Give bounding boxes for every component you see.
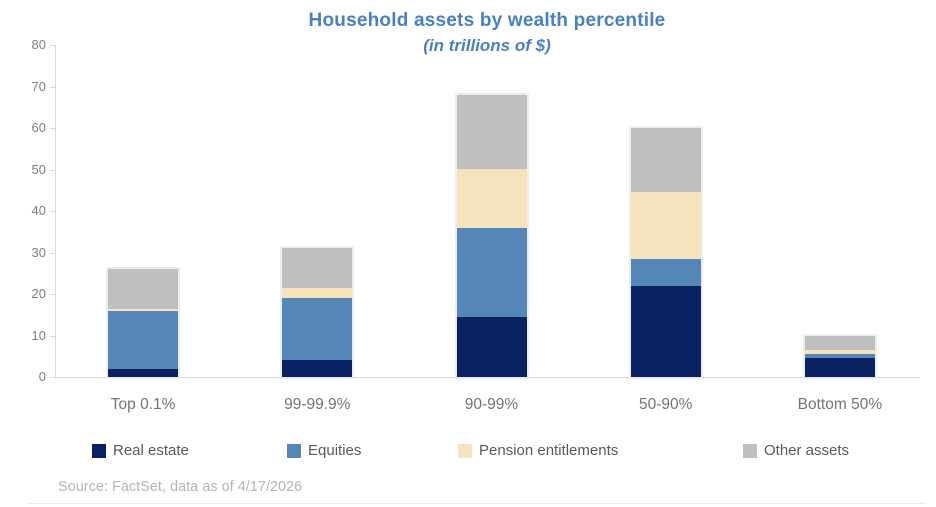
bar-segment-equities: [456, 227, 527, 317]
legend-item-equities: Equities: [287, 442, 361, 459]
legend-label: Equities: [308, 442, 362, 459]
y-tick-mark: [50, 45, 55, 46]
bar-segment-equities: [630, 258, 701, 286]
x-tick-label: 90-99%: [464, 396, 519, 413]
bar-segment-pension-entitlements: [804, 350, 875, 355]
legend-item-pension-entitlements: Pension entitlements: [458, 442, 618, 459]
bottom-divider: [28, 503, 926, 504]
y-tick-label: 10: [31, 327, 46, 343]
bar-segment-real-estate: [630, 285, 701, 377]
y-tick-mark: [50, 294, 55, 295]
y-tick-label: 60: [31, 120, 46, 135]
legend-swatch-icon: [458, 443, 472, 458]
y-tick-label: 0: [38, 369, 46, 384]
y-tick-label: 30: [31, 244, 46, 260]
bar-segment-other-assets: [282, 248, 353, 288]
bar-segment-equities: [108, 310, 179, 369]
bar-segment-real-estate: [282, 360, 353, 377]
y-tick-label: 50: [31, 161, 46, 177]
legend-item-real-estate: Real estate: [92, 442, 189, 459]
bar-segment-other-assets: [456, 94, 527, 170]
bar-top-0.1-: [108, 269, 179, 377]
bar-segment-pension-entitlements: [108, 308, 179, 311]
chart-title: Household assets by wealth percentile: [308, 10, 666, 31]
y-tick-label: 40: [31, 203, 46, 218]
x-tick-label: Bottom 50%: [797, 396, 883, 413]
y-tick-mark: [50, 377, 55, 378]
legend-label: Real estate: [113, 442, 189, 459]
bar-segment-other-assets: [108, 269, 179, 309]
y-tick-mark: [50, 86, 55, 88]
legend-label: Other assets: [764, 442, 850, 459]
y-tick-label: 80: [31, 37, 46, 52]
y-axis-line: [55, 45, 56, 377]
bar-segment-equities: [804, 354, 875, 359]
bar-bottom-50-: [804, 335, 875, 378]
bar-segment-other-assets: [804, 335, 875, 351]
legend-item-other-assets: Other assets: [743, 442, 849, 459]
legend-swatch-icon: [92, 443, 106, 458]
bar-90-99-: [456, 94, 527, 377]
y-tick-mark: [50, 252, 55, 254]
bar-segment-pension-entitlements: [282, 287, 353, 299]
x-tick-label: Top 0.1%: [110, 396, 176, 413]
y-tick-label: 20: [31, 286, 46, 301]
y-tick-mark: [50, 211, 55, 212]
legend-swatch-icon: [287, 443, 301, 458]
bar-segment-pension-entitlements: [456, 169, 527, 228]
legend-label: Pension entitlements: [479, 442, 619, 459]
legend-swatch-icon: [743, 443, 757, 458]
y-tick-mark: [50, 169, 55, 171]
bar-segment-real-estate: [108, 368, 179, 377]
bar-99-99.9-: [282, 248, 353, 377]
x-tick-label: 50-90%: [638, 396, 693, 413]
bar-segment-pension-entitlements: [630, 192, 701, 259]
source-note: Source: FactSet, data as of 4/17/2026: [58, 479, 303, 495]
bar-segment-real-estate: [456, 316, 527, 377]
bar-segment-real-estate: [804, 358, 875, 377]
chart-subtitle: (in trillions of $): [423, 36, 551, 55]
x-axis-line: [55, 377, 920, 378]
bar-segment-equities: [282, 298, 353, 361]
y-tick-mark: [50, 335, 55, 337]
bar-segment-other-assets: [630, 128, 701, 193]
y-tick-label: 70: [31, 78, 46, 94]
x-tick-label: 99-99.9%: [284, 396, 351, 413]
bar-50-90-: [630, 128, 701, 377]
y-tick-mark: [50, 128, 55, 129]
